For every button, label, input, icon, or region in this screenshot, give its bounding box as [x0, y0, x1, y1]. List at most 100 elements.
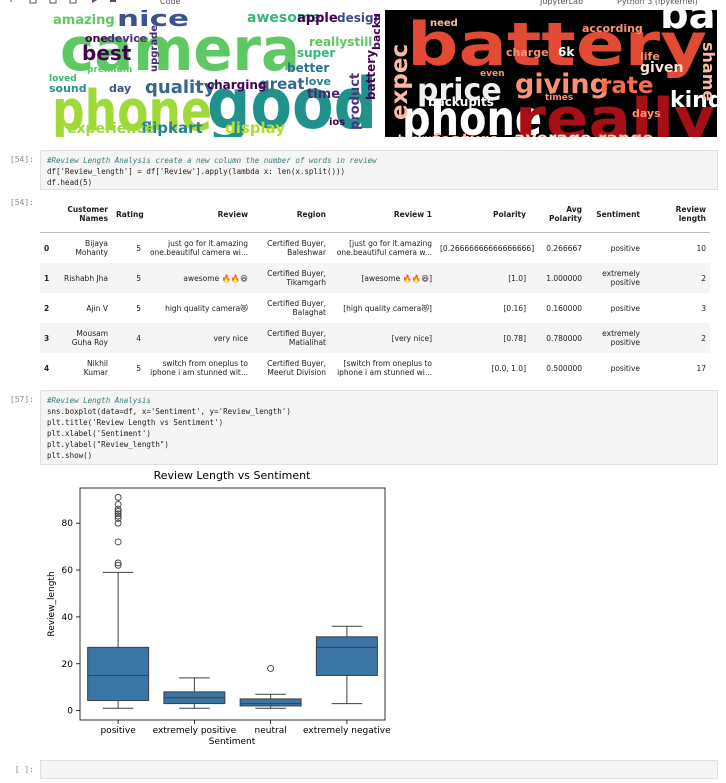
- outlier: [114, 500, 122, 508]
- table-cell: Mousam Guha Roy: [60, 323, 112, 353]
- cloud-word: charge: [506, 46, 549, 59]
- code-line: df.head(5): [47, 178, 93, 187]
- cloud-word: really: [515, 87, 715, 137]
- cloud-word: rate: [600, 73, 653, 99]
- table-cell: switch from oneplus to iphone i am stunn…: [150, 359, 248, 377]
- outlier: [114, 559, 122, 567]
- cloud-word: device: [107, 32, 147, 45]
- table-cell: extremely positive: [586, 263, 644, 293]
- column-header: Rating: [112, 196, 145, 233]
- cloud-word: quality: [145, 77, 216, 98]
- box: [315, 636, 378, 676]
- cloud-word: kind: [670, 88, 717, 113]
- table-cell: 2: [644, 263, 710, 293]
- y-axis-label: Review_length: [47, 571, 57, 636]
- x-tick-label: neutral: [255, 726, 287, 736]
- word-clouds: cameraphonegoodnicebestqualityawesomeapp…: [47, 10, 717, 137]
- table-row: 4 Nikhil Kumar 5 switch from oneplus to iph…: [40, 353, 710, 383]
- table-cell: Certified Buyer, Balaghat: [267, 299, 326, 317]
- input-prompt: [ ]:: [14, 765, 34, 774]
- cloud-word: great: [259, 75, 305, 93]
- boxplot-chart: Review Length vs Sentiment Sentiment Rev…: [47, 469, 391, 747]
- table-cell: [switch from oneplus to iphone i am stun…: [337, 359, 432, 377]
- table-row: 2 Ajin V 5 high quality camera😻 Certified Bu…: [40, 293, 710, 323]
- cloud-word: reallystill: [309, 35, 372, 49]
- table-cell: Bijaya Mohanty: [75, 239, 108, 257]
- dataframe-table: Customer Names Rating Review Region Review 1…: [40, 196, 710, 383]
- cloud-word: better: [287, 61, 329, 75]
- table-cell: positive: [610, 243, 640, 253]
- code-cell[interactable]: #Review Length Analysis create a new col…: [40, 150, 718, 190]
- table-row: 3 Mousam Guha Roy 4 very nice Certified Buye…: [40, 323, 710, 353]
- table-cell: Certified Buyer, Baleshwar: [267, 239, 326, 257]
- cloud-word: days: [632, 107, 661, 120]
- code-line: plt.xlabel('Sentiment'): [47, 429, 151, 438]
- y-tick-label: 80: [62, 519, 74, 529]
- table-cell: 5: [136, 243, 141, 253]
- table-cell: just go for it.amazing one.beautiful cam…: [149, 239, 248, 257]
- table-cell: 5: [136, 303, 141, 313]
- outlier: [267, 664, 275, 672]
- table-row: 0 Bijaya Mohanty 5 just go for it.amazing o…: [40, 233, 710, 264]
- x-tick-label: extremely negative: [303, 726, 391, 736]
- cloud-word: loved: [49, 74, 77, 84]
- code-cell[interactable]: #Review Length Analysis sns.boxplot(data=…: [40, 390, 718, 465]
- cloud-word: need: [430, 18, 458, 29]
- column-header: Polarity: [436, 196, 530, 233]
- y-tick-label: 60: [62, 566, 74, 576]
- cloud-word: super: [297, 46, 335, 60]
- table-cell: [0.0, 1.0]: [491, 363, 526, 373]
- cloud-word: good: [207, 63, 377, 137]
- cloud-word: amazing: [53, 13, 115, 28]
- column-header: Review length: [644, 196, 710, 233]
- cloud-word: awesome: [247, 10, 321, 26]
- table-cell: 2: [644, 323, 710, 353]
- cloud-word: giving: [515, 69, 609, 100]
- y-tick-label: 0: [67, 707, 73, 717]
- cloud-word: times: [545, 93, 573, 103]
- outlier: [114, 505, 122, 513]
- cloud-word: range: [598, 129, 654, 137]
- cloud-word: one: [85, 32, 108, 45]
- plot-frame: [79, 487, 386, 721]
- outlier: [114, 507, 122, 515]
- app-name[interactable]: JupyterLab: [540, 0, 584, 6]
- cloud-word: flipkart: [141, 119, 203, 137]
- column-header: Customer Names: [60, 196, 112, 233]
- cloud-word: product: [348, 73, 363, 130]
- cell-type-select[interactable]: Code: [160, 0, 181, 6]
- table-cell: [very nice]: [330, 323, 436, 353]
- cloud-word: best: [82, 41, 132, 65]
- table-cell: 0.160000: [546, 303, 582, 313]
- output-prompt: [54]:: [9, 198, 34, 207]
- cloud-word: time: [307, 87, 340, 102]
- table-cell: positive: [610, 363, 640, 373]
- outlier: [114, 561, 122, 569]
- outlier: [114, 512, 122, 520]
- cloud-word: experience: [67, 121, 154, 137]
- x-tick-label: extremely positive: [153, 726, 237, 736]
- row-index: 2: [44, 303, 50, 313]
- cloud-word: upgrade: [149, 25, 160, 72]
- cloud-word: phone: [52, 79, 212, 137]
- x-tick-label: positive: [100, 726, 136, 736]
- cloud-word: battery: [407, 10, 707, 80]
- cloud-word: bad: [660, 10, 717, 38]
- column-header: Review: [145, 196, 252, 233]
- column-header: Review 1: [330, 196, 436, 233]
- table-cell: [high quality camera😻]: [343, 303, 432, 313]
- table-cell: 0.780000: [530, 323, 586, 353]
- outlier: [114, 510, 122, 518]
- empty-code-cell[interactable]: [40, 760, 718, 779]
- table-cell: Nikhil Kumar: [83, 359, 108, 377]
- cloud-word: ios: [329, 117, 345, 128]
- table-cell: 10: [696, 243, 706, 253]
- box: [87, 646, 150, 702]
- cloud-word: display: [225, 119, 285, 137]
- table-cell: 4: [112, 323, 145, 353]
- cloud-word: according: [582, 22, 643, 35]
- table-cell: 5: [136, 363, 141, 373]
- column-header: Avg Polarity: [530, 196, 586, 233]
- kernel-name[interactable]: Python 3 (ipykernel): [617, 0, 698, 6]
